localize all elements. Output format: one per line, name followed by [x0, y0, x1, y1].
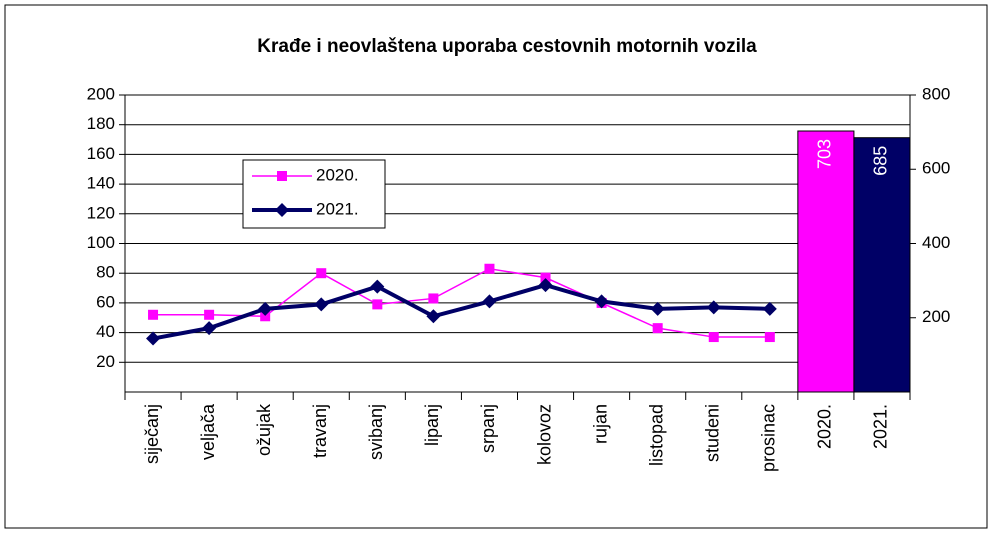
x-tick-label: listopad	[646, 404, 666, 466]
point-marker	[204, 309, 215, 320]
y2-tick-label: 600	[922, 159, 950, 178]
x-tick-label: srpanj	[478, 404, 498, 453]
x-tick-label: studeni	[703, 404, 723, 462]
y-tick-label: 160	[87, 144, 115, 163]
point-marker	[275, 203, 289, 217]
point-marker	[316, 268, 327, 279]
point-marker	[370, 279, 385, 294]
point-marker	[650, 301, 665, 316]
bar	[853, 137, 911, 393]
point-marker	[538, 278, 553, 293]
point-marker	[146, 331, 161, 346]
y-tick-label: 140	[87, 174, 115, 193]
bar-value-label: 703	[815, 139, 835, 169]
bar	[797, 130, 855, 393]
point-marker	[540, 272, 551, 283]
point-marker	[706, 300, 721, 315]
y-tick-label: 200	[87, 84, 115, 103]
y2-tick-label: 800	[922, 84, 950, 103]
x-tick-label: 2020.	[815, 404, 835, 449]
x-tick-label: kolovoz	[534, 404, 554, 465]
point-marker	[708, 332, 719, 343]
point-marker	[652, 323, 663, 334]
point-marker	[764, 332, 775, 343]
x-tick-label: ožujak	[254, 403, 274, 456]
y2-tick-label: 200	[922, 307, 950, 326]
chart-title: Krađe i neovlaštena uporaba cestovnih mo…	[257, 36, 757, 57]
bar-value-label: 685	[871, 146, 891, 176]
y-tick-label: 120	[87, 203, 115, 222]
point-marker	[426, 309, 441, 324]
y-tick-label: 40	[96, 322, 115, 341]
x-tick-label: travanj	[310, 404, 330, 458]
y-tick-label: 80	[96, 263, 115, 282]
y-tick-label: 180	[87, 114, 115, 133]
point-marker	[594, 294, 609, 309]
x-tick-label: rujan	[590, 404, 610, 444]
point-marker	[482, 294, 497, 309]
legend-label: 2021.	[316, 199, 359, 218]
line	[152, 282, 770, 341]
legend: 2020. 2021.	[242, 159, 386, 229]
x-tick-label: siječanj	[142, 404, 162, 464]
y-tick-label: 100	[87, 233, 115, 252]
x-tick-label: prosinac	[759, 404, 779, 472]
x-tick-label: veljača	[198, 403, 218, 460]
point-marker	[202, 321, 217, 336]
point-marker	[428, 293, 439, 304]
x-tick-label: lipanj	[422, 404, 442, 446]
y-tick-label: 60	[96, 292, 115, 311]
x-tick-label: 2021.	[871, 404, 891, 449]
y-tick-label: 20	[96, 352, 115, 371]
point-marker	[277, 171, 287, 181]
point-marker	[260, 311, 271, 322]
point-marker	[258, 301, 273, 316]
point-marker	[484, 263, 495, 274]
point-marker	[148, 309, 159, 320]
legend-box	[242, 159, 386, 229]
point-marker	[762, 301, 777, 316]
y2-tick-label: 400	[922, 233, 950, 252]
point-marker	[372, 299, 383, 310]
x-tick-label: svibanj	[366, 404, 386, 460]
line	[153, 267, 770, 338]
legend-label: 2020.	[316, 165, 359, 184]
point-marker	[314, 297, 329, 312]
